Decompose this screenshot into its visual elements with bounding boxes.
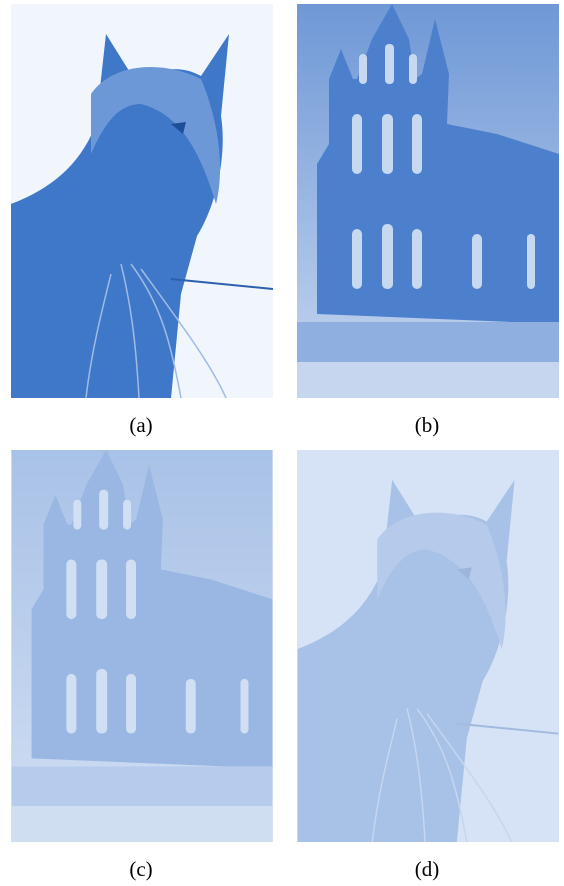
caption: (a) (129, 413, 152, 437)
caption: (b) (415, 413, 440, 437)
panel-a-image (11, 4, 273, 398)
figure: (a) (b) (c) (d) (0, 0, 564, 886)
panel-d-image (297, 450, 559, 842)
caption: (c) (129, 857, 152, 881)
panel-c-image (11, 450, 273, 842)
panel-b-image (297, 4, 559, 398)
caption: (d) (415, 857, 440, 881)
